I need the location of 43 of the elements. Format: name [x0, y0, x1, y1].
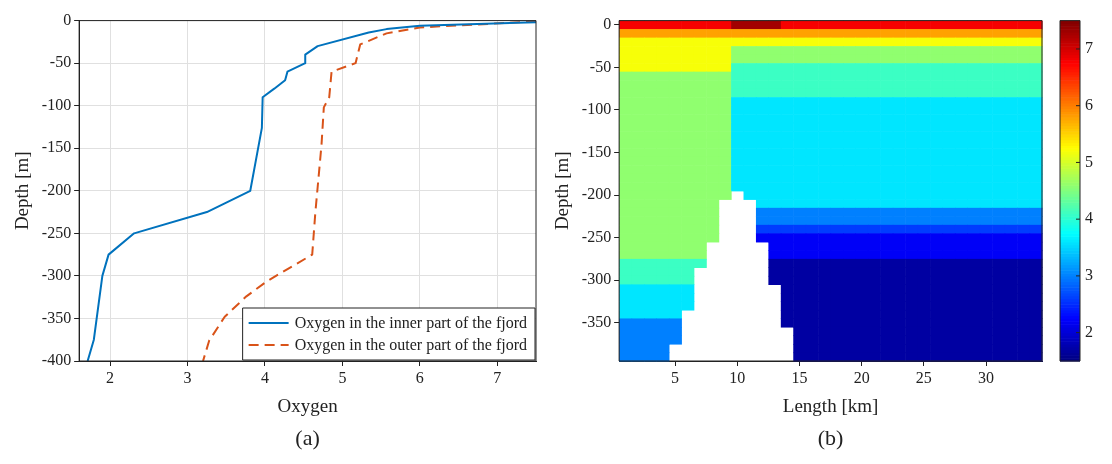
x-tick-label: 20: [853, 368, 870, 386]
y-axis-title: Depth [m]: [11, 151, 33, 231]
x-tick-label: 25: [915, 368, 932, 386]
text: (a): [295, 424, 320, 450]
y-tick-label: -300: [41, 266, 72, 284]
y-tick-label: -350: [581, 312, 612, 330]
y-tick-label: -350: [41, 308, 72, 326]
x-tick-label: 5: [671, 368, 680, 386]
x-axis-title: Length [km]: [782, 394, 879, 416]
y-tick-label: -200: [41, 181, 72, 198]
y-tick-label: -50: [49, 53, 72, 71]
x-tick-label: 5: [338, 368, 347, 386]
y-tick-label: -250: [581, 227, 612, 245]
y-tick-label: -300: [581, 270, 612, 288]
y-axis-title: Depth [m]: [551, 151, 573, 231]
y-tick-label: -100: [41, 95, 72, 113]
x-tick-label: 7: [493, 368, 502, 386]
legend-label: Oxygen in the inner part of the fjord: [294, 314, 527, 333]
x-axis-title: Oxygen: [277, 394, 339, 416]
y-tick-label: -400: [41, 351, 72, 369]
x-tick-label: 3: [183, 368, 192, 386]
x-tick-label: 2: [106, 368, 115, 386]
x-tick-label: 10: [729, 368, 746, 386]
y-tick-label: -50: [589, 57, 612, 75]
x-tick-label: 30: [978, 368, 995, 386]
y-tick-label: -150: [581, 142, 612, 160]
y-tick-label: -150: [41, 138, 72, 156]
x-tick-label: 15: [791, 368, 808, 386]
color-bar-label: 6: [1085, 95, 1093, 113]
color-bar-label: 5: [1085, 152, 1093, 170]
y-tick-label: 0: [63, 10, 72, 28]
y-tick-label: 0: [603, 15, 612, 33]
y-tick-label: -100: [581, 100, 612, 118]
color-bar-label: 2: [1085, 322, 1093, 340]
x-tick-label: 4: [260, 368, 269, 386]
color-bar-label: 4: [1085, 209, 1093, 227]
y-tick-label: -200: [581, 185, 612, 203]
y-tick-label: -250: [41, 223, 72, 241]
color-bar-label: 3: [1085, 266, 1093, 284]
legend-label: Oxygen in the outer part of the fjord: [294, 336, 527, 355]
text: (b): [817, 424, 844, 450]
color-bar-label: 7: [1085, 39, 1093, 57]
x-tick-label: 6: [415, 368, 424, 386]
